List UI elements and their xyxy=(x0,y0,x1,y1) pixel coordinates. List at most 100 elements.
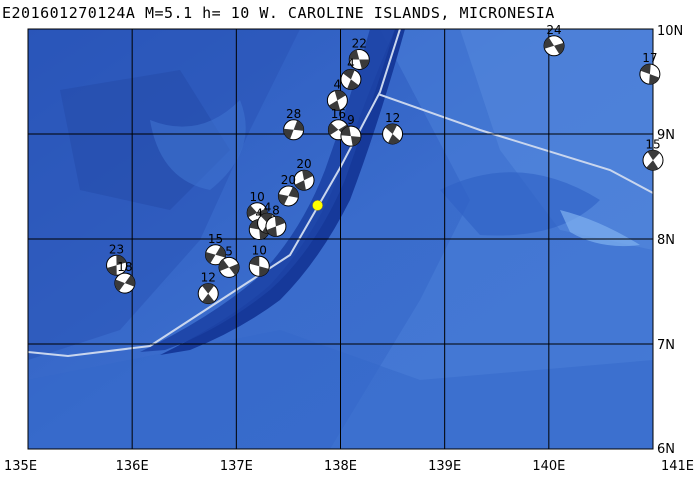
depth-label: 12 xyxy=(201,271,216,285)
compressional-quadrant xyxy=(229,263,240,276)
focal-mechanism-beachball[interactable]: 10 xyxy=(248,243,270,277)
focal-mechanism-beachball[interactable]: 24 xyxy=(543,23,565,57)
depth-label: 23 xyxy=(109,242,124,256)
compressional-quadrant xyxy=(359,59,370,70)
depth-label: 9 xyxy=(347,113,355,127)
depth-label: 4 xyxy=(255,207,263,221)
depth-label: 15 xyxy=(208,232,223,246)
depth-label: 24 xyxy=(546,23,561,37)
depth-label: 5 xyxy=(225,244,233,258)
axis-labels: 135E 136E 137E 138E 139E 140E 141E 6N 7N 8N 9N 10N xyxy=(4,24,694,474)
focal-mechanism-beachball[interactable]: 28 xyxy=(283,107,305,141)
depth-label: 12 xyxy=(385,111,400,125)
focal-mechanism-beachball[interactable]: 15 xyxy=(642,137,664,171)
depth-label: 17 xyxy=(642,51,657,65)
compressional-quadrant xyxy=(274,216,286,227)
focal-mechanism-beachball[interactable]: 20 xyxy=(277,173,299,207)
compressional-quadrant xyxy=(114,279,125,292)
compressional-quadrant xyxy=(278,194,289,205)
focal-mechanism-beachball[interactable]: 23 xyxy=(106,242,128,276)
focal-mechanism-beachball[interactable]: 22 xyxy=(348,36,370,70)
longitude-label: 140E xyxy=(532,459,565,474)
focal-mechanism-beachball[interactable]: 9 xyxy=(340,113,362,147)
compressional-quadrant xyxy=(640,64,651,75)
depth-label: 4 xyxy=(347,56,355,70)
focal-mechanism-beachball[interactable]: 4 xyxy=(340,56,362,90)
depth-label: 4 xyxy=(264,200,272,214)
latitude-label: 8N xyxy=(657,233,675,248)
depth-label: 20 xyxy=(281,173,296,187)
latitude-label: 9N xyxy=(657,128,675,143)
compressional-quadrant xyxy=(249,219,260,230)
compressional-quadrant xyxy=(334,90,346,101)
longitude-label: 138E xyxy=(324,459,357,474)
depth-label: 18 xyxy=(117,260,132,274)
compressional-quadrant xyxy=(340,126,351,137)
depth-label: 10 xyxy=(250,190,265,204)
compressional-quadrant xyxy=(302,170,314,181)
compressional-quadrant xyxy=(544,37,555,49)
focal-mechanism-beachball[interactable]: 10 xyxy=(246,190,268,224)
depth-label: 8 xyxy=(272,203,280,217)
depth-label: 22 xyxy=(352,36,367,50)
compressional-quadrant xyxy=(388,134,401,144)
compressional-quadrant xyxy=(349,49,360,60)
depth-label: 28 xyxy=(286,107,301,121)
compressional-quadrant xyxy=(116,255,127,266)
longitude-label: 141E xyxy=(661,459,694,474)
compressional-quadrant xyxy=(249,256,260,267)
compressional-quadrant xyxy=(260,213,273,224)
focal-mechanism-beachball[interactable]: 20 xyxy=(293,157,315,191)
compressional-quadrant xyxy=(202,283,215,294)
compressional-quadrant xyxy=(350,136,361,146)
compressional-quadrant xyxy=(247,205,258,218)
compressional-quadrant xyxy=(554,42,565,55)
depth-label: 4 xyxy=(334,77,342,91)
depth-label: 20 xyxy=(296,157,311,171)
compressional-quadrant xyxy=(266,226,277,237)
epicenter-marker[interactable] xyxy=(312,200,323,211)
compressional-quadrant xyxy=(295,180,306,191)
compressional-quadrant xyxy=(283,128,294,140)
compressional-quadrant xyxy=(288,186,299,198)
longitude-label: 135E xyxy=(4,459,37,474)
compressional-quadrant xyxy=(293,120,304,131)
depth-label: 10 xyxy=(252,243,267,257)
longitude-label: 137E xyxy=(220,459,253,474)
focal-mechanism-beachball[interactable]: 12 xyxy=(197,271,219,305)
focal-mechanism-beachball[interactable]: 18 xyxy=(114,260,136,294)
compressional-quadrant xyxy=(385,124,398,134)
depth-label: 16 xyxy=(331,107,346,121)
compressional-quadrant xyxy=(646,160,659,171)
depth-label: 15 xyxy=(645,137,660,151)
latitude-label: 10N xyxy=(657,24,683,39)
compressional-quadrant xyxy=(124,275,135,287)
compressional-quadrant xyxy=(205,251,216,264)
compressional-quadrant xyxy=(259,266,269,277)
focal-mechanism-beachball[interactable]: 8 xyxy=(265,203,287,237)
focal-mechanism-beachball[interactable]: 5 xyxy=(218,244,240,278)
compressional-quadrant xyxy=(347,79,359,90)
compressional-quadrant xyxy=(649,74,660,85)
focal-mechanism-beachball[interactable]: 4 xyxy=(326,77,348,111)
compressional-quadrant xyxy=(219,259,230,272)
compressional-quadrant xyxy=(202,293,215,304)
longitude-label: 136E xyxy=(116,459,149,474)
map-title: E201601270124A M=5.1 h= 10 W. CAROLINE I… xyxy=(2,4,555,22)
compressional-quadrant xyxy=(647,150,660,161)
focal-mechanism-beachball[interactable]: 15 xyxy=(205,232,226,266)
focal-mechanism-beachball[interactable]: 17 xyxy=(639,51,661,85)
focal-mechanism-beachball[interactable]: 12 xyxy=(382,111,404,145)
compressional-quadrant xyxy=(328,100,341,111)
compressional-quadrant xyxy=(106,265,117,276)
map-frame xyxy=(27,28,654,450)
latitude-label: 6N xyxy=(657,442,675,457)
latitude-label: 7N xyxy=(657,338,675,353)
longitude-label: 139E xyxy=(428,459,461,474)
compressional-quadrant xyxy=(328,122,339,136)
compressional-quadrant xyxy=(215,246,226,258)
plate-boundary-line xyxy=(28,29,653,358)
compressional-quadrant xyxy=(342,69,355,80)
